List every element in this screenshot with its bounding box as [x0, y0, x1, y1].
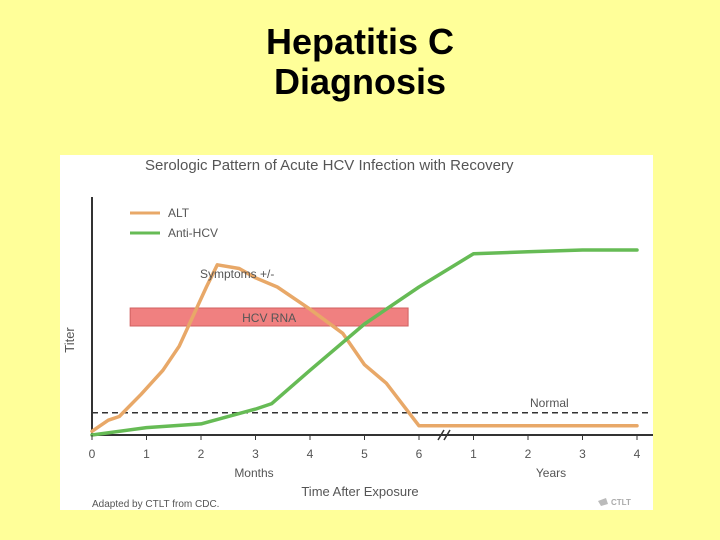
slide-title: Hepatitis C Diagnosis	[0, 22, 720, 102]
axis-break-mark	[443, 429, 451, 441]
x-group-label-months: Months	[234, 466, 273, 480]
series-line-alt	[90, 263, 639, 434]
axis-break-mark	[437, 429, 445, 441]
x-tick-label: 4	[634, 447, 641, 461]
legend: ALT Anti-HCV	[130, 206, 218, 240]
chart-panel: Serologic Pattern of Acute HCV Infection…	[60, 155, 653, 510]
ctlt-logo: CTLT	[598, 498, 631, 507]
serologic-chart: Serologic Pattern of Acute HCV Infection…	[62, 157, 653, 510]
x-tick-label: 6	[416, 447, 423, 461]
x-tick-label: 2	[525, 447, 532, 461]
x-tick-label: 2	[198, 447, 205, 461]
ctlt-logo-text: CTLT	[611, 498, 631, 507]
chart-title: Serologic Pattern of Acute HCV Infection…	[145, 157, 514, 174]
x-tick-label: 5	[361, 447, 368, 461]
normal-reference-layer: Normal	[92, 396, 650, 414]
x-group-label-years: Years	[536, 466, 566, 480]
ctlt-logo-mark	[598, 498, 608, 506]
x-ticks-layer: 0 1 2 3 4 5 6 1 2 3 4	[89, 429, 641, 461]
hcv-rna-band-label: HCV RNA	[242, 311, 296, 325]
x-tick-label: 3	[579, 447, 586, 461]
legend-label-anti-hcv: Anti-HCV	[168, 226, 218, 240]
slide-title-line-2: Diagnosis	[273, 61, 447, 102]
hcv-rna-band-layer: HCV RNA	[129, 307, 409, 327]
x-axis-label: Time After Exposure	[301, 484, 418, 499]
credit-text: Adapted by CTLT from CDC.	[92, 499, 219, 510]
x-tick-label: 4	[307, 447, 314, 461]
x-tick-label: 1	[470, 447, 477, 461]
x-tick-label: 3	[252, 447, 259, 461]
slide-title-line-1: Hepatitis C	[265, 21, 455, 62]
x-tick-label: 0	[89, 447, 96, 461]
normal-reference-label: Normal	[530, 396, 569, 410]
series-layer	[90, 248, 639, 437]
x-tick-label: 1	[143, 447, 150, 461]
hcv-rna-band	[129, 307, 409, 327]
series-line-anti-hcv	[90, 248, 639, 437]
y-axis-label: Titer	[62, 327, 77, 353]
legend-label-alt: ALT	[168, 206, 190, 220]
annotation-symptoms: Symptoms +/-	[200, 267, 274, 281]
